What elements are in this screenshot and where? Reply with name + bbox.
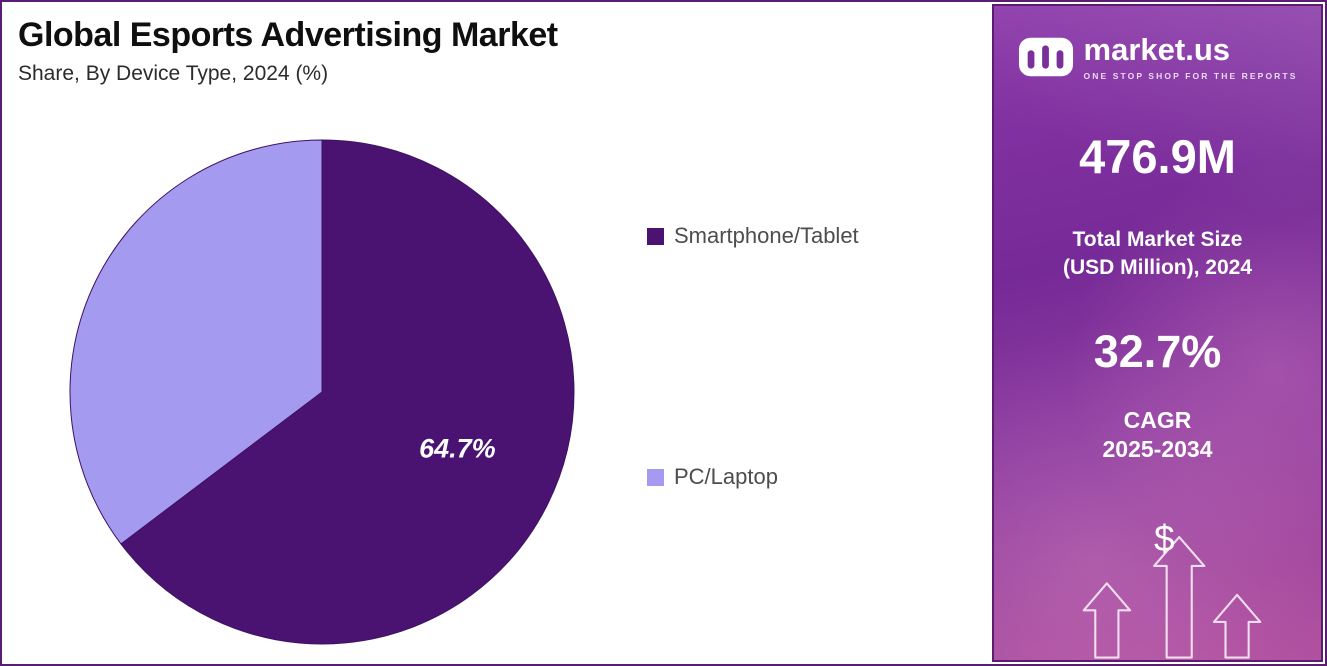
cagr-label-line1: CAGR — [1123, 407, 1192, 434]
pie-value-label: 64.7% — [419, 434, 496, 464]
legend-label-pc-laptop: PC/Laptop — [674, 464, 778, 489]
page-title: Global Esports Advertising Market — [18, 16, 558, 54]
legend-label-smartphone-tablet: Smartphone/Tablet — [674, 223, 859, 248]
cagr-label-line2: 2025-2034 — [1102, 435, 1213, 462]
growth-arrow-middle-icon — [1153, 535, 1206, 659]
legend-swatch-smartphone-tablet-icon — [647, 227, 664, 245]
legend-swatch-pc-laptop-icon — [647, 468, 664, 486]
market-size-label-line1: Total Market Size — [1072, 227, 1243, 251]
growth-arrows-icon — [1082, 535, 1262, 659]
chart-area: Global Esports Advertising Market Share,… — [2, 2, 988, 664]
market-size-label: Total Market Size (USD Million), 2024 — [1063, 226, 1252, 283]
legend-item-pc-laptop: PC/Laptop — [647, 464, 778, 490]
marketus-logo: market.us ONE STOP SHOP FOR THE REPORTS — [1018, 32, 1298, 81]
logo-text: market.us — [1083, 32, 1230, 67]
logo-text-block: market.us ONE STOP SHOP FOR THE REPORTS — [1083, 32, 1298, 81]
cagr-value: 32.7% — [1093, 326, 1222, 378]
logo-tagline: ONE STOP SHOP FOR THE REPORTS — [1083, 70, 1298, 81]
market-size-value: 476.9M — [1079, 129, 1236, 183]
pie-slice-1 — [69, 139, 323, 545]
market-size-label-line2: (USD Million), 2024 — [1062, 255, 1253, 279]
legend-item-smartphone-tablet: Smartphone/Tablet — [647, 223, 859, 249]
page-subtitle: Share, By Device Type, 2024 (%) — [18, 62, 329, 85]
marketus-logo-icon — [1018, 37, 1073, 77]
side-panel: market.us ONE STOP SHOP FOR THE REPORTS … — [992, 4, 1323, 662]
growth-arrow-left-icon — [1082, 582, 1132, 659]
pie-slice-0 — [120, 139, 575, 645]
pie-chart-svg: 64.7% — [69, 139, 575, 645]
cagr-label: CAGR 2025-2034 — [1103, 406, 1213, 464]
growth-arrow-right-icon — [1212, 593, 1262, 659]
